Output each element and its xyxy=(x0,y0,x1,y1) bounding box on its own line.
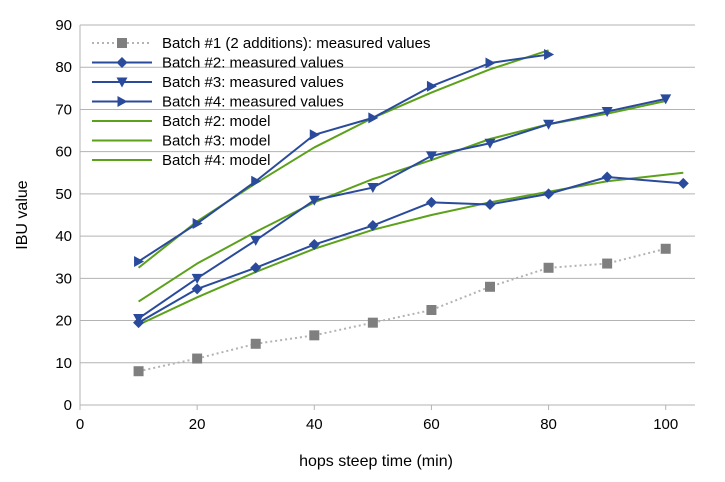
data-point xyxy=(191,273,203,284)
x-tick-label: 20 xyxy=(189,416,206,433)
data-point xyxy=(368,112,379,124)
x-tick-label: 60 xyxy=(423,416,440,433)
series-5 xyxy=(138,171,684,326)
data-point xyxy=(250,235,262,246)
data-point xyxy=(367,183,379,194)
legend-marker xyxy=(116,57,128,68)
data-point xyxy=(601,107,613,118)
data-point xyxy=(426,305,437,315)
legend-label: Batch #1 (2 additions): measured values xyxy=(162,35,430,52)
data-point xyxy=(485,57,496,69)
data-point xyxy=(543,119,555,130)
series-4 xyxy=(134,49,555,267)
data-point xyxy=(134,255,145,267)
legend-label: Batch #2: measured values xyxy=(162,55,344,72)
legend-marker xyxy=(117,38,127,48)
axis-layer: 0 10 20 30 40 50 60 70 80 90 0 20 40 60 80 100 xyxy=(55,17,695,433)
data-point xyxy=(660,243,671,254)
legend: Batch #1 (2 additions): measured values B… xyxy=(92,35,430,169)
series-7 xyxy=(137,49,549,269)
legend-entry: Batch #1 (2 additions): measured values xyxy=(92,35,430,52)
y-axis-title: IBU value xyxy=(14,180,31,249)
y-tick-label: 80 xyxy=(55,59,72,76)
series-line xyxy=(137,49,549,269)
data-point xyxy=(250,338,261,349)
data-point xyxy=(677,177,689,189)
series-line xyxy=(138,97,666,320)
data-point xyxy=(191,283,203,295)
data-point xyxy=(484,198,496,210)
x-tick-label: 0 xyxy=(76,416,84,433)
data-point xyxy=(543,188,555,200)
y-tick-label: 0 xyxy=(64,397,72,414)
y-tick-label: 20 xyxy=(55,313,72,330)
legend-entry: Batch #3: model xyxy=(92,133,270,150)
series-line xyxy=(138,171,684,326)
series-line xyxy=(138,176,684,324)
legend-entry: Batch #4: measured values xyxy=(92,94,344,111)
data-point xyxy=(133,366,144,377)
y-tick-label: 30 xyxy=(55,270,72,287)
series-layer xyxy=(133,49,689,377)
y-tick-label: 60 xyxy=(55,144,72,161)
data-point xyxy=(367,220,379,232)
series-line xyxy=(138,100,666,303)
data-point xyxy=(602,258,613,269)
x-tick-label: 40 xyxy=(306,416,323,433)
data-point xyxy=(426,80,437,92)
legend-label: Batch #2: model xyxy=(162,113,270,130)
y-tick-label: 40 xyxy=(55,228,72,245)
data-point xyxy=(308,195,320,206)
legend-marker xyxy=(117,96,128,107)
y-tick-label: 10 xyxy=(55,355,72,372)
data-point xyxy=(251,175,262,187)
series-6 xyxy=(138,100,666,303)
legend-label: Batch #3: model xyxy=(162,133,270,150)
series-line xyxy=(138,247,666,373)
data-point xyxy=(543,262,554,273)
legend-entry: Batch #2: measured values xyxy=(92,55,344,72)
series-2 xyxy=(133,171,689,329)
data-point xyxy=(309,129,320,141)
x-tick-label: 80 xyxy=(540,416,557,433)
data-point xyxy=(192,217,203,229)
data-point xyxy=(309,330,320,341)
legend-label: Batch #3: measured values xyxy=(162,74,344,91)
x-tick-label: 100 xyxy=(653,416,678,433)
data-point xyxy=(192,353,203,364)
data-point xyxy=(601,171,613,183)
legend-marker xyxy=(116,77,128,88)
y-tick-label: 70 xyxy=(55,101,72,118)
series-1 xyxy=(133,243,671,377)
legend-label: Batch #4: measured values xyxy=(162,94,344,111)
data-point xyxy=(133,313,145,324)
data-point xyxy=(660,94,672,105)
y-tick-label: 50 xyxy=(55,186,72,203)
x-axis-title: hops steep time (min) xyxy=(299,453,453,470)
data-point xyxy=(425,151,437,162)
data-point xyxy=(544,49,555,61)
data-point xyxy=(250,262,262,274)
data-point xyxy=(425,196,437,208)
data-point xyxy=(367,317,378,328)
legend-entry: Batch #3: measured values xyxy=(92,74,344,91)
data-point xyxy=(484,138,496,149)
data-point xyxy=(308,239,320,251)
y-tick-label: 90 xyxy=(55,17,72,34)
legend-entry: Batch #2: model xyxy=(92,113,270,130)
grid-layer xyxy=(80,24,695,406)
legend-entry: Batch #4: model xyxy=(92,152,270,169)
data-point xyxy=(485,281,495,292)
series-3 xyxy=(133,94,672,324)
legend-label: Batch #4: model xyxy=(162,152,270,169)
series-line xyxy=(138,53,549,263)
